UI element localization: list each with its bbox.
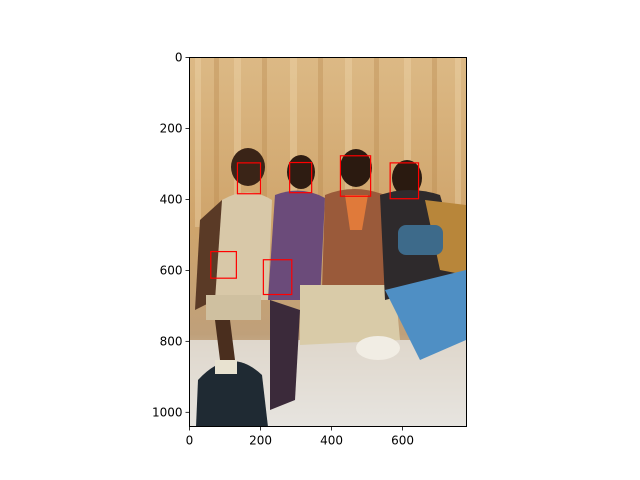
axes-frame (189, 57, 467, 427)
cloth-roll (356, 336, 400, 360)
detection-boxes (210, 155, 420, 296)
person-2 (268, 155, 325, 410)
y-tick-label: 1000 (152, 405, 183, 419)
x-tick-label: 600 (391, 434, 414, 448)
wall-corrugation (195, 57, 461, 227)
person-3 (300, 149, 400, 345)
x-tick-label: 400 (320, 434, 343, 448)
y-axis-ticks: 0 200 400 600 800 1000 (152, 51, 190, 419)
bounding-box (236, 162, 262, 195)
y-tick-label: 0 (175, 51, 183, 65)
y-tick-label: 200 (160, 121, 183, 135)
person-4 (380, 160, 466, 360)
y-tick-label: 600 (160, 263, 183, 277)
bounding-box (389, 162, 420, 200)
bounding-box (262, 259, 293, 296)
x-tick-label: 200 (249, 434, 272, 448)
person-1 (195, 148, 272, 400)
bounding-box (210, 250, 237, 279)
x-axis-ticks: 0 200 400 600 (186, 426, 414, 448)
bounding-box (289, 161, 313, 194)
y-tick-label: 400 (160, 192, 183, 206)
floor-bag (196, 360, 268, 427)
x-tick-label: 0 (186, 434, 194, 448)
y-tick-label: 800 (160, 334, 183, 348)
bounding-box (339, 155, 372, 197)
photo (189, 57, 467, 427)
